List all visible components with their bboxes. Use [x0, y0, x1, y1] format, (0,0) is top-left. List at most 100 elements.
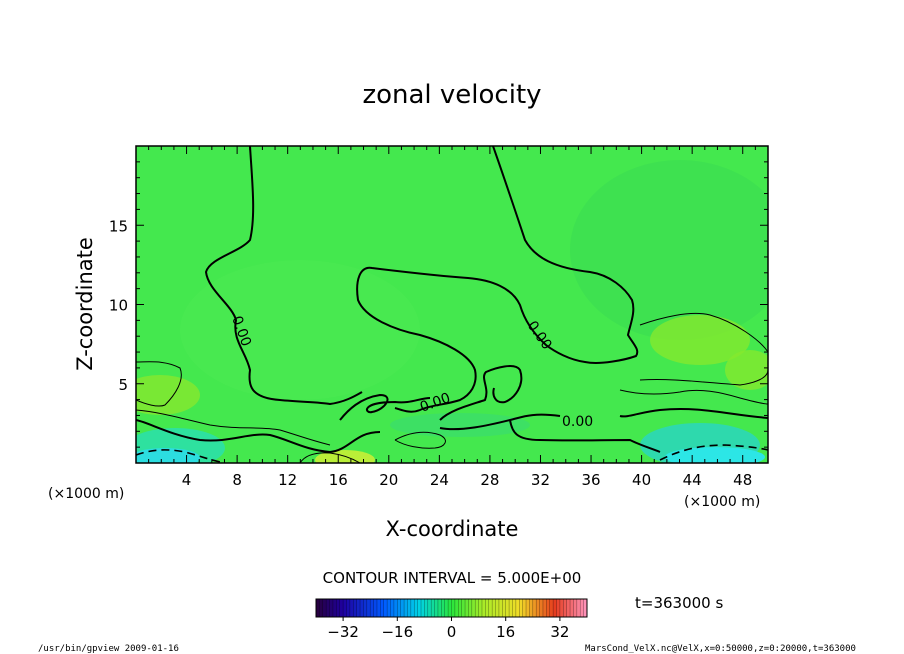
- colorbar-cell: [549, 599, 554, 617]
- colorbar-cell: [502, 599, 507, 617]
- x-tick-label: 32: [531, 471, 550, 489]
- colorbar-cell: [495, 599, 500, 617]
- y-axis-label: Z-coordinate: [73, 237, 97, 371]
- colorbar-cell: [559, 599, 564, 617]
- colorbar-cell: [343, 599, 347, 617]
- colorbar-cell: [414, 599, 419, 617]
- colorbar-cell: [332, 599, 337, 617]
- time-label: t=363000 s: [635, 594, 723, 612]
- colorbar-cell: [492, 599, 497, 617]
- colorbar-cell: [397, 599, 402, 617]
- contour-interval-label: CONTOUR INTERVAL = 5.000E+00: [323, 569, 582, 587]
- x-tick-label: 4: [182, 471, 192, 489]
- colorbar-cell: [407, 599, 412, 617]
- colorbar-cell: [468, 599, 473, 617]
- colorbar-cell: [485, 599, 490, 617]
- footer-right: MarsCond_VelX.nc@VelX,x=0:50000,z=0:2000…: [585, 644, 856, 654]
- colorbar-cell: [509, 599, 513, 617]
- thin-contour-bottom-mid: [299, 452, 361, 463]
- plot-area: 0.00 0.00 0.00 0.00: [135, 145, 769, 464]
- colorbar-cell: [478, 599, 483, 617]
- thin-contour-right-top: [619, 389, 768, 405]
- colorbar-cell: [390, 599, 395, 617]
- colorbar-cell: [356, 599, 361, 617]
- y-tick-label: 5: [118, 376, 128, 394]
- thin-contour-top-right: [639, 312, 768, 386]
- x-tick-label: 36: [581, 471, 600, 489]
- colorbar-cell: [336, 599, 341, 617]
- colorbar-tick-label: 16: [496, 623, 515, 641]
- colorbar-cell: [515, 599, 520, 617]
- colorbar-cell: [373, 599, 378, 617]
- colorbar-cell: [570, 599, 574, 617]
- x-tick-label: 28: [480, 471, 499, 489]
- colorbar-cell: [393, 599, 398, 617]
- colorbar-cell: [505, 599, 510, 617]
- colorbar-cell: [461, 599, 466, 617]
- colorbar-cell: [546, 599, 551, 617]
- colorbar-cell: [353, 599, 358, 617]
- colorbar-cell: [400, 599, 405, 617]
- colorbar-cell: [326, 599, 331, 617]
- colorbar-cell: [316, 599, 320, 617]
- colorbar-cell: [539, 599, 544, 617]
- colorbar-cell: [370, 599, 375, 617]
- colorbar: [316, 599, 588, 617]
- contour-lines: [136, 146, 768, 463]
- x-tick-label: 20: [379, 471, 398, 489]
- colorbar-cell: [363, 599, 368, 617]
- colorbar-cell: [322, 599, 327, 617]
- colorbar-tick-label: −32: [327, 623, 359, 641]
- colorbar-cell: [556, 599, 561, 617]
- y-axis-ticks: 5 10 15: [109, 161, 768, 448]
- colorbar-cell: [553, 599, 558, 617]
- colorbar-cell: [576, 599, 581, 617]
- x-tick-label: 48: [733, 471, 752, 489]
- colorbar-cell: [329, 599, 334, 617]
- colorbar-cell: [410, 599, 415, 617]
- zero-contour-middle: [356, 146, 639, 413]
- colorbar-tick-label: 0: [447, 623, 457, 641]
- colorbar-cell: [346, 599, 351, 617]
- colorbar-cell: [441, 599, 446, 617]
- colorbar-cell: [573, 599, 578, 617]
- x-axis-unit-left: (×1000 m): [48, 486, 124, 502]
- colorbar-cell: [522, 599, 527, 617]
- colorbar-cell: [376, 599, 381, 617]
- colorbar-cell: [448, 599, 452, 617]
- colorbar-cell: [349, 599, 354, 617]
- colorbar-cell: [421, 599, 425, 617]
- dashed-contour-right: [659, 444, 768, 461]
- colorbar-ticks: −32 −16 0 16 32: [327, 617, 569, 641]
- colorbar-cell: [498, 599, 503, 617]
- colorbar-cell: [437, 599, 442, 617]
- colorbar-cell: [526, 599, 530, 617]
- colorbar-cell: [451, 599, 456, 617]
- x-axis-ticks: 4 8 12 16 20 24 28 32 36 40 44 48: [148, 146, 756, 489]
- lower-contour-right: [509, 419, 661, 453]
- thin-contour-left: [136, 361, 182, 407]
- zero-contour-left: [204, 146, 363, 406]
- colorbar-cell: [366, 599, 371, 617]
- x-tick-label: 24: [430, 471, 449, 489]
- colorbar-cell: [360, 599, 364, 617]
- colorbar-cell: [566, 599, 571, 617]
- colorbar-cell: [383, 599, 388, 617]
- colorbar-cell: [471, 599, 476, 617]
- colorbar-cell: [580, 599, 585, 617]
- colorbar-tick-label: 32: [550, 623, 569, 641]
- colorbar-cell: [583, 599, 588, 617]
- colorbar-cell: [454, 599, 459, 617]
- thin-contour-lower-left: [136, 409, 331, 446]
- footer-left: /usr/bin/gpview 2009-01-16: [38, 644, 179, 654]
- zero-contour-lobes: [339, 365, 523, 421]
- colorbar-cell: [431, 599, 436, 617]
- colorbar-cell: [512, 599, 517, 617]
- contour-label: 0.00: [562, 414, 593, 430]
- colorbar-cell: [488, 599, 493, 617]
- y-tick-label: 10: [109, 297, 128, 315]
- colorbar-cell: [542, 599, 547, 617]
- dashed-contour-left: [136, 449, 226, 463]
- colorbar-cell: [417, 599, 422, 617]
